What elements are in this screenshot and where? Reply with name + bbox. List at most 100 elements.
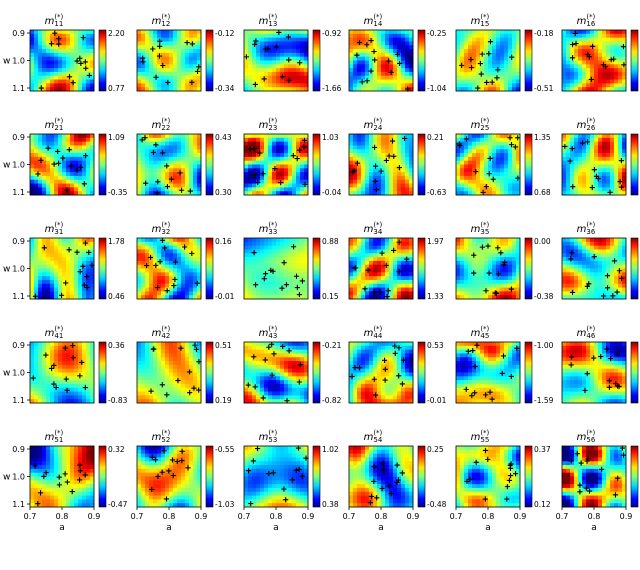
heatmap-cell bbox=[476, 183, 481, 188]
heatmap-cell bbox=[70, 260, 75, 266]
heatmap-cell bbox=[397, 49, 402, 54]
heatmap-cell bbox=[401, 153, 406, 158]
heatmap-cell bbox=[349, 33, 354, 39]
heatmap-cell bbox=[197, 49, 202, 54]
heatmap-cell bbox=[288, 179, 293, 184]
heatmap-cell bbox=[460, 87, 465, 92]
heatmap-cell bbox=[161, 260, 166, 266]
heatmap-cell bbox=[38, 45, 43, 50]
heatmap-cell bbox=[365, 295, 370, 300]
heatmap-cell bbox=[480, 45, 485, 50]
sample-marker bbox=[579, 140, 586, 146]
heatmap-cell bbox=[38, 41, 43, 46]
heatmap-cell bbox=[276, 295, 281, 300]
heatmap-cell bbox=[197, 260, 202, 266]
sample-marker bbox=[485, 243, 491, 249]
heatmap-cell bbox=[602, 187, 607, 192]
heatmap-cell bbox=[504, 164, 509, 169]
heatmap-cell bbox=[373, 191, 378, 196]
heatmap-cell bbox=[373, 241, 378, 247]
sample-marker bbox=[178, 187, 185, 193]
heatmap-cell bbox=[189, 75, 194, 80]
heatmap-cell bbox=[500, 253, 505, 258]
heatmap-cell bbox=[248, 191, 253, 196]
heatmap-cell bbox=[34, 291, 39, 296]
heatmap-cell bbox=[173, 164, 178, 169]
heatmap-cell bbox=[476, 191, 481, 196]
heatmap-cell bbox=[578, 83, 583, 88]
heatmap-cell bbox=[484, 164, 489, 169]
heatmap-cell bbox=[304, 241, 309, 247]
heatmap-cell bbox=[492, 45, 497, 50]
heatmap-cell bbox=[349, 149, 354, 154]
heatmap-cell bbox=[586, 241, 591, 247]
heatmap-cell bbox=[248, 64, 253, 69]
heatmap-cell bbox=[137, 64, 142, 69]
heatmap-cell bbox=[496, 172, 501, 177]
heatmap-cell bbox=[516, 156, 521, 162]
heatmap-cell bbox=[46, 79, 51, 84]
heatmap-cell bbox=[590, 68, 595, 73]
sample-marker bbox=[502, 259, 508, 265]
heatmap-cell bbox=[141, 45, 146, 50]
heatmap-cell bbox=[78, 249, 83, 254]
heatmap-cell bbox=[173, 137, 178, 143]
heatmap-cell bbox=[357, 149, 362, 154]
heatmap-cell bbox=[582, 71, 587, 77]
heatmap-cell bbox=[500, 172, 505, 177]
heatmap-cell bbox=[82, 45, 87, 50]
heatmap-cell bbox=[165, 68, 170, 73]
heatmap-cell bbox=[78, 52, 83, 58]
heatmap-cell bbox=[177, 75, 182, 80]
heatmap-cell bbox=[264, 183, 269, 188]
sample-markers bbox=[143, 237, 200, 294]
sample-marker bbox=[590, 43, 596, 49]
heatmap-cell bbox=[377, 279, 382, 285]
sample-marker bbox=[252, 41, 258, 48]
heatmap-cell bbox=[54, 187, 59, 192]
heatmap-cell bbox=[34, 264, 39, 269]
heatmap-cell bbox=[78, 295, 83, 300]
heatmap-cell bbox=[58, 257, 63, 262]
sample-markers bbox=[251, 244, 306, 298]
heatmap-cell bbox=[409, 64, 414, 69]
heatmap-cell bbox=[460, 156, 465, 162]
heatmap-cell bbox=[480, 276, 485, 281]
heatmap-cell bbox=[480, 64, 485, 69]
heatmap-cell bbox=[464, 87, 469, 92]
heatmap-cell bbox=[54, 249, 59, 254]
heatmap-cell bbox=[157, 172, 162, 177]
heatmap-cell bbox=[272, 64, 277, 69]
heatmap-cell bbox=[30, 64, 35, 69]
colorbar-min-label: 0.68 bbox=[534, 188, 551, 197]
heatmap-cell bbox=[456, 75, 461, 80]
heatmap-cell bbox=[516, 291, 521, 296]
heatmap-cell bbox=[456, 168, 461, 173]
heatmap-cell bbox=[197, 272, 202, 277]
heatmap-cell bbox=[284, 187, 289, 192]
heatmap-cell bbox=[137, 238, 142, 243]
heatmap-cell bbox=[70, 291, 75, 296]
heatmap-cell bbox=[468, 268, 473, 273]
heatmap-cell bbox=[58, 191, 63, 196]
heatmap-cell bbox=[397, 272, 402, 277]
heatmap-cell bbox=[280, 238, 285, 243]
heatmap-cell bbox=[464, 238, 469, 243]
heatmap-cell bbox=[456, 68, 461, 73]
heatmap-cell bbox=[456, 137, 461, 143]
heatmap-cell bbox=[181, 79, 186, 84]
heatmap-cell bbox=[381, 41, 386, 46]
heatmap-cell bbox=[189, 253, 194, 258]
heatmap-cell bbox=[570, 260, 575, 266]
heatmap-cell bbox=[484, 272, 489, 277]
heatmap-cell bbox=[484, 145, 489, 150]
heatmap-cell bbox=[476, 33, 481, 39]
heatmap-cell bbox=[562, 183, 567, 188]
heatmap-cell bbox=[377, 83, 382, 88]
colorbar bbox=[98, 29, 107, 92]
heatmap-cell bbox=[165, 37, 170, 42]
heatmap-cell bbox=[264, 175, 269, 181]
heatmap-cell bbox=[34, 238, 39, 243]
heatmap-cell bbox=[594, 264, 599, 269]
heatmap-cell bbox=[389, 264, 394, 269]
